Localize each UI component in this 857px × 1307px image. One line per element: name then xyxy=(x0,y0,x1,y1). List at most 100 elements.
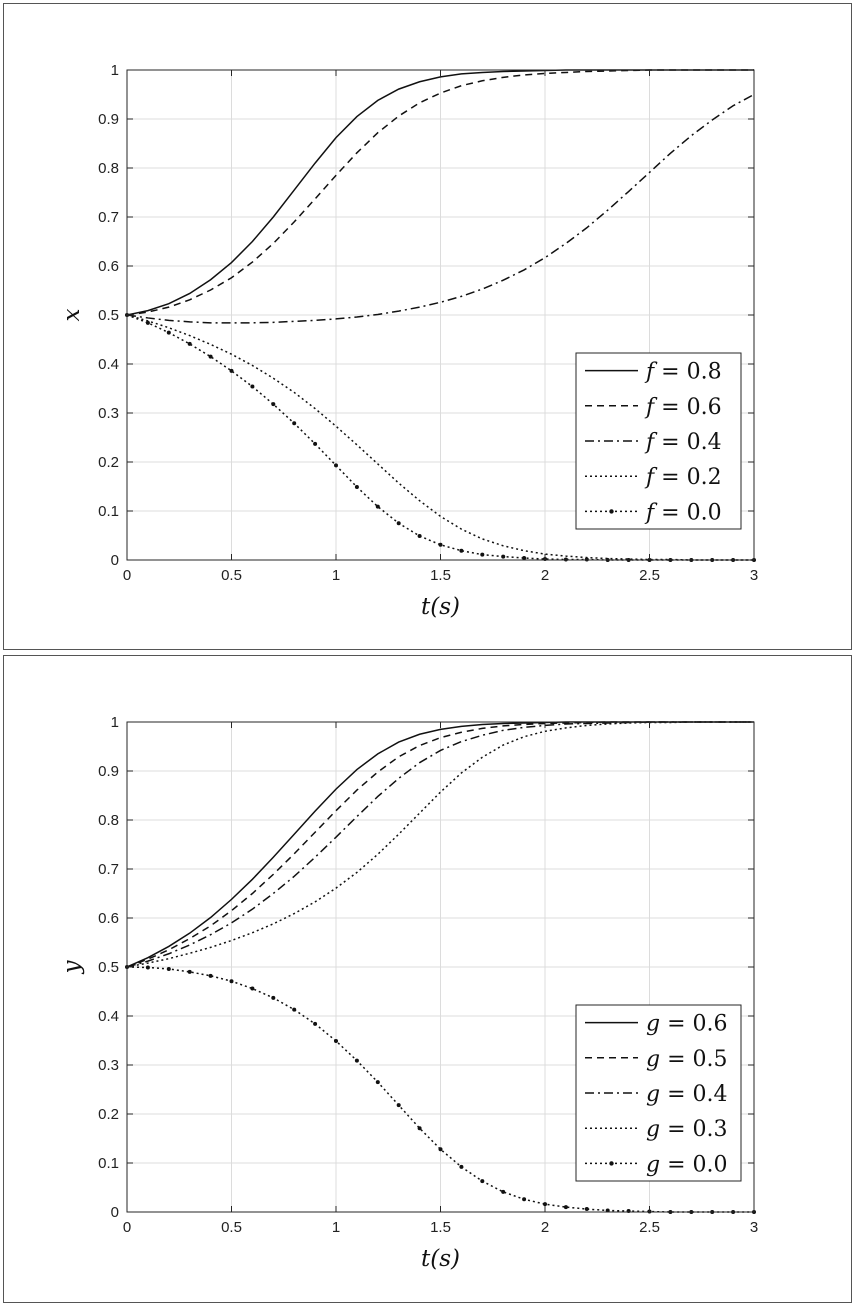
y-tick-label: 0.4 xyxy=(98,356,119,373)
series-line-2 xyxy=(126,721,754,968)
data-point xyxy=(313,1021,318,1026)
legend-equals: = xyxy=(660,1082,692,1107)
x-tick-label: 1.5 xyxy=(430,567,451,584)
legend-equals: = xyxy=(654,395,686,420)
y-tick-label: 0.3 xyxy=(98,1057,119,1074)
data-point xyxy=(292,1007,297,1012)
legend-equals: = xyxy=(660,1047,692,1072)
x-axis-label: t(s) xyxy=(421,1246,460,1272)
y-tick-label: 0.5 xyxy=(98,307,119,324)
data-point xyxy=(187,969,192,974)
data-point xyxy=(438,542,443,547)
y-tick-label: 0.6 xyxy=(98,258,119,275)
data-point xyxy=(166,330,171,335)
legend-label-1: g = 0.5 xyxy=(646,1047,728,1072)
legend-value: 0.4 xyxy=(693,1082,728,1107)
legend-value: 0.4 xyxy=(687,430,722,455)
data-point xyxy=(543,1202,547,1207)
y-tick-label: 0.4 xyxy=(98,1008,119,1025)
legend-marker xyxy=(609,1161,614,1166)
x-tick-label: 3 xyxy=(750,567,758,584)
y-tick-label: 1 xyxy=(111,714,119,731)
legend-label-4: g = 0.0 xyxy=(646,1152,728,1177)
data-point xyxy=(522,1197,527,1202)
data-point xyxy=(250,384,255,389)
legend-variable: g xyxy=(646,1117,660,1142)
data-point xyxy=(480,552,485,557)
data-point xyxy=(271,995,276,1000)
x-tick-label: 1 xyxy=(332,567,340,584)
data-point xyxy=(313,441,318,446)
y-tick-label: 0.1 xyxy=(98,1155,119,1172)
x-tick-label: 3 xyxy=(750,1219,758,1236)
legend-value: 0.6 xyxy=(693,1012,728,1037)
y-tick-label: 0.6 xyxy=(98,910,119,927)
y-tick-label: 1 xyxy=(111,62,119,79)
data-point xyxy=(166,966,171,971)
legend-label-2: g = 0.4 xyxy=(646,1082,728,1107)
y-axis-label: y xyxy=(59,960,85,975)
data-point xyxy=(208,354,213,359)
y-tick-label: 0.2 xyxy=(98,1106,119,1123)
legend-label-3: f = 0.2 xyxy=(644,465,722,490)
data-point xyxy=(354,484,359,489)
y-tick-label: 0.8 xyxy=(98,812,119,829)
legend-box xyxy=(575,1004,742,1182)
x-tick-label: 1.5 xyxy=(430,1219,451,1236)
chart-x-vs-t: 0 0.5 1 1.5 2 2.5 3 0 0.1 0.2 0.3 0.4 0.5 0.6 0.7 0.8 0.… xyxy=(59,62,758,620)
data-point xyxy=(375,504,380,509)
legend-variable: g xyxy=(646,1152,660,1177)
legend-equals: = xyxy=(654,360,686,385)
y-tick-label: 0.8 xyxy=(98,160,119,177)
legend-value: 0.3 xyxy=(693,1117,728,1142)
data-point xyxy=(396,1103,401,1108)
data-point xyxy=(501,554,506,559)
data-point xyxy=(459,1164,464,1169)
series-line-2 xyxy=(126,93,755,324)
legend-label-4: f = 0.0 xyxy=(644,500,722,525)
legend-label-1: f = 0.6 xyxy=(644,395,722,420)
legend-label-2: f = 0.4 xyxy=(644,430,722,455)
data-point xyxy=(375,1080,380,1085)
data-point xyxy=(563,1205,568,1210)
data-point xyxy=(584,1207,589,1212)
data-point xyxy=(187,341,192,346)
legend-equals: = xyxy=(660,1012,692,1037)
data-point xyxy=(334,1038,338,1043)
legend-equals: = xyxy=(660,1117,692,1142)
y-tick-label: 0.1 xyxy=(98,503,119,520)
y-tick-label: 0.9 xyxy=(98,111,119,128)
y-tick-label: 0.2 xyxy=(98,454,119,471)
legend-label-0: g = 0.6 xyxy=(646,1012,728,1037)
legend-box xyxy=(575,352,742,530)
x-tick-label: 0.5 xyxy=(221,567,242,584)
x-tick-label: 0 xyxy=(123,1219,131,1236)
data-point xyxy=(396,521,401,526)
data-point xyxy=(229,368,234,373)
x-tick-label: 0 xyxy=(123,567,131,584)
legend-value: 0.2 xyxy=(687,465,722,490)
data-point xyxy=(145,320,150,325)
legend-equals: = xyxy=(654,465,686,490)
data-point xyxy=(229,979,234,984)
x-tick-label: 1 xyxy=(332,1219,340,1236)
y-tick-label: 0.9 xyxy=(98,763,119,780)
y-tick-label: 0.3 xyxy=(98,405,119,422)
legend-marker xyxy=(609,509,614,514)
x-tick-label: 2.5 xyxy=(639,567,660,584)
data-point xyxy=(271,402,276,407)
chart-y-vs-t: 0 0.5 1 1.5 2 2.5 3 0 0.1 0.2 0.3 0.4 0.5 0.6 0.7 0.8 0.… xyxy=(59,714,758,1272)
data-point xyxy=(334,463,338,468)
data-point xyxy=(480,1179,485,1184)
y-axis-label: x xyxy=(59,308,85,321)
legend-value: 0.0 xyxy=(687,500,722,525)
data-point xyxy=(145,965,150,970)
legend: f = 0.8 f = 0.6 f = 0.4 f = 0.2 f = 0.0 xyxy=(575,352,742,530)
data-point xyxy=(417,533,422,538)
chart-panel-y: 0 0.5 1 1.5 2 2.5 3 0 0.1 0.2 0.3 0.4 0.5 0.6 0.7 0.8 0.… xyxy=(3,655,852,1303)
data-point xyxy=(417,1126,422,1131)
data-point xyxy=(208,973,213,978)
legend-equals: = xyxy=(660,1152,692,1177)
data-point xyxy=(522,556,527,561)
data-point xyxy=(354,1058,359,1063)
